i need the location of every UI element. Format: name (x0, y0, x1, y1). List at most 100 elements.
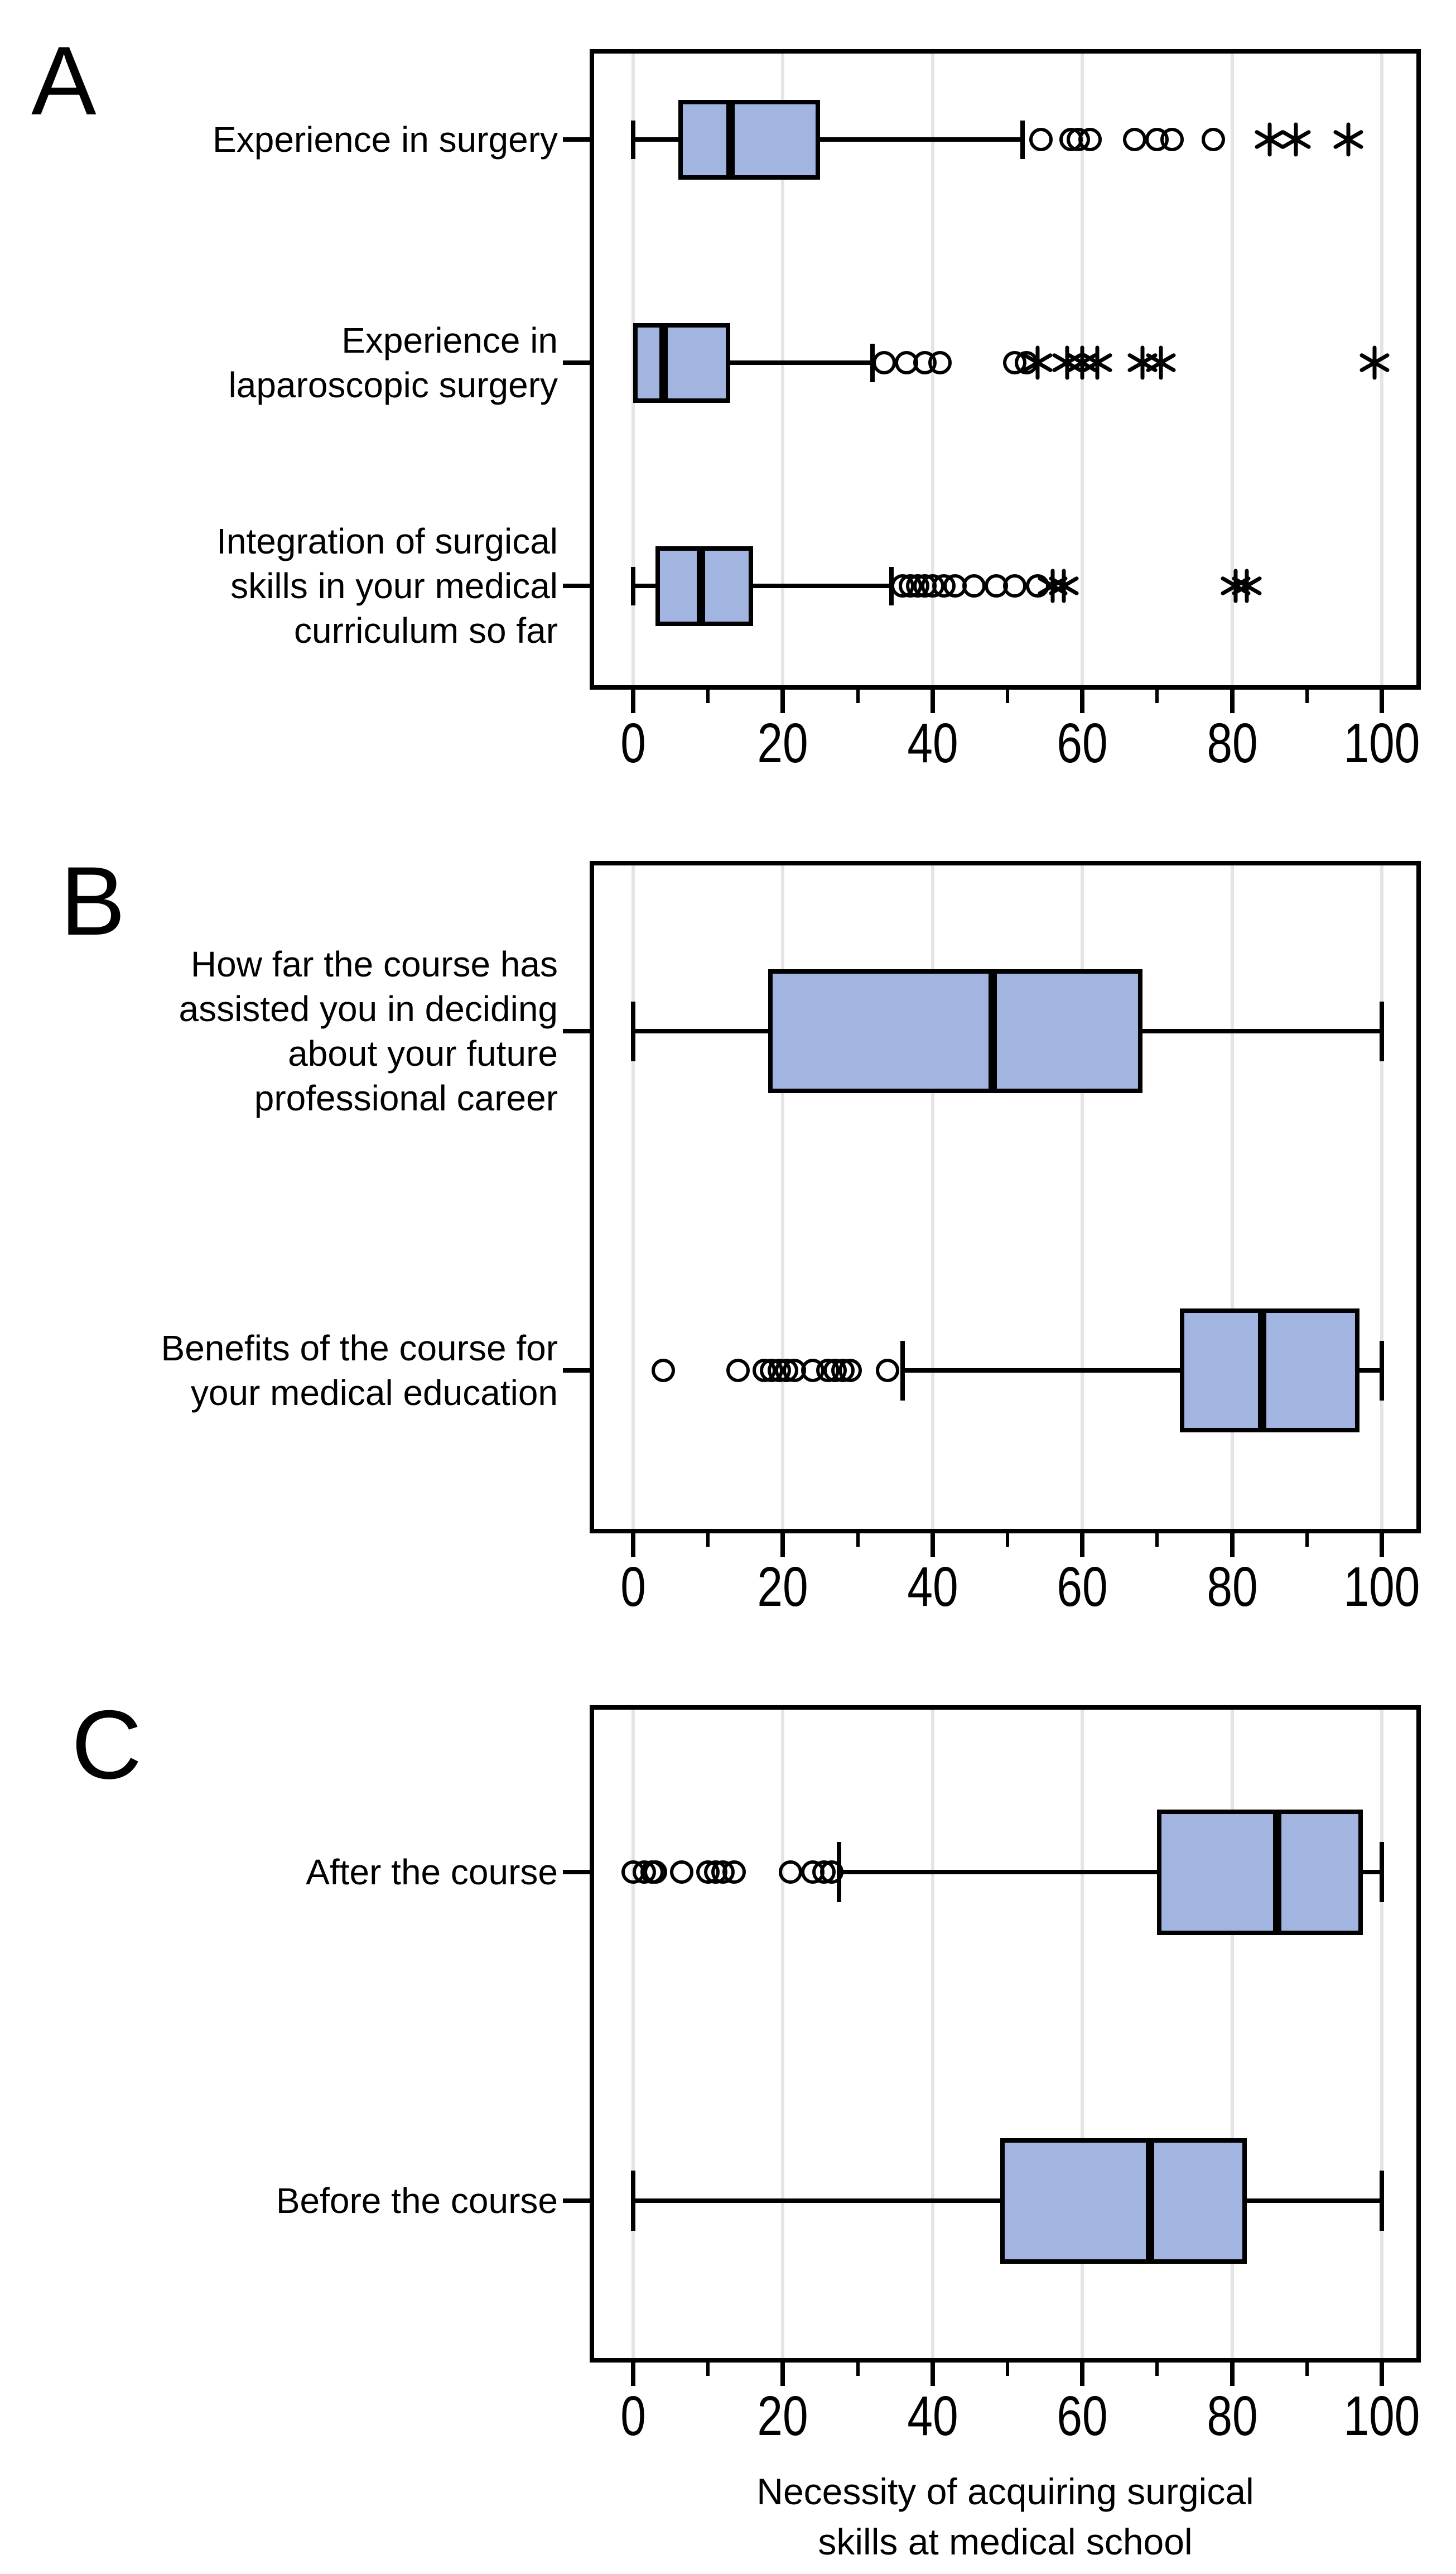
whisker-cap (631, 2171, 635, 2231)
whisker-cap (1380, 1842, 1384, 1902)
category-label-line: Benefits of the course for (161, 1328, 558, 1368)
category-label-line: curriculum so far (294, 610, 558, 651)
x-tick-label: 40 (907, 1556, 958, 1618)
outlier-circle-icon (1160, 128, 1184, 151)
extreme-outlier-asterisk-icon (1035, 569, 1070, 603)
x-axis-minor-tick (856, 1533, 860, 1547)
x-axis-major-tick (1380, 2363, 1384, 2386)
iqr-box (1157, 1809, 1363, 1935)
iqr-box (633, 323, 731, 403)
category-label: Benefits of the course for your medical e… (0, 1326, 558, 1415)
gridline (1230, 1710, 1234, 2358)
x-axis-major-tick (930, 690, 935, 713)
iqr-box (678, 99, 821, 180)
iqr-box (1179, 1308, 1359, 1432)
x-tick-label: 60 (1057, 712, 1108, 774)
panel-letter: C (71, 1691, 142, 1800)
whisker-line (633, 137, 1023, 142)
x-axis-minor-tick (706, 1533, 710, 1547)
x-axis-minor-tick (1006, 1533, 1009, 1547)
whisker-cap (631, 1001, 635, 1061)
x-tick-label: 80 (1206, 2385, 1258, 2447)
extreme-outlier-asterisk-icon (1357, 345, 1392, 380)
whisker-cap (1020, 120, 1025, 159)
x-axis-title-line: skills at medical school (818, 2521, 1193, 2562)
outlier-circle-icon (872, 351, 896, 374)
y-axis-tick (563, 1029, 590, 1033)
whisker-line (839, 1870, 1382, 1874)
extreme-outlier-asterisk-icon (1252, 122, 1287, 157)
median-line (659, 323, 668, 403)
x-axis-major-tick (1080, 1533, 1085, 1557)
outlier-circle-icon (651, 1359, 675, 1382)
median-line (1273, 1809, 1282, 1935)
outlier-circle-icon (1123, 128, 1147, 151)
outlier-circle-icon (838, 1359, 862, 1382)
x-axis-major-tick (631, 2363, 635, 2386)
outlier-circle-icon (722, 1860, 746, 1884)
x-axis-major-tick (1380, 1533, 1384, 1557)
x-axis-minor-tick (1305, 1533, 1309, 1547)
extreme-outlier-asterisk-icon (1080, 345, 1115, 380)
x-tick-label: 20 (757, 1556, 808, 1618)
extreme-outlier-asterisk-icon (1331, 122, 1366, 157)
outlier-circle-icon (962, 574, 986, 598)
category-label-line: professional career (254, 1078, 558, 1118)
extreme-outlier-asterisk-icon (1279, 122, 1313, 157)
outlier-circle-icon (1029, 128, 1053, 151)
plot-area (590, 1705, 1421, 2363)
x-axis-minor-tick (1155, 1533, 1159, 1547)
x-tick-label: 20 (757, 2385, 808, 2447)
x-tick-label: 80 (1206, 712, 1258, 774)
outlier-circle-icon (670, 1860, 694, 1884)
category-label-line: your medical education (190, 1373, 558, 1413)
x-axis-major-tick (1080, 690, 1085, 713)
median-line (989, 969, 997, 1093)
whisker-line (633, 584, 891, 588)
x-axis-major-tick (780, 1533, 785, 1557)
outlier-circle-icon (1003, 574, 1027, 598)
iqr-box (1000, 2138, 1247, 2264)
x-axis-minor-tick (706, 2363, 710, 2376)
x-tick-label: 20 (757, 712, 808, 774)
x-tick-label: 100 (1343, 1556, 1420, 1618)
category-label: Before the course (0, 2178, 558, 2223)
x-axis-minor-tick (1006, 2363, 1009, 2376)
y-axis-tick (563, 584, 590, 588)
y-axis-tick (563, 1368, 590, 1373)
x-tick-label: 40 (907, 712, 958, 774)
gridline (631, 1710, 635, 2358)
x-tick-label: 60 (1057, 2385, 1108, 2447)
x-axis-major-tick (780, 2363, 785, 2386)
y-axis-tick (563, 137, 590, 142)
gridline (781, 54, 785, 685)
x-axis-minor-tick (706, 690, 710, 703)
outlier-circle-icon (928, 351, 952, 374)
category-label-line: After the course (306, 1852, 558, 1892)
median-line (696, 546, 705, 626)
x-axis-minor-tick (856, 690, 860, 703)
x-axis-major-tick (1230, 2363, 1235, 2386)
x-axis-major-tick (1380, 690, 1384, 713)
whisker-line (633, 360, 873, 365)
x-axis-major-tick (1230, 1533, 1235, 1557)
gridline (1230, 865, 1234, 1529)
outlier-circle-icon (1078, 128, 1102, 151)
whisker-cap (631, 566, 635, 605)
x-axis-major-tick (930, 1533, 935, 1557)
x-tick-label: 0 (620, 1556, 646, 1618)
whisker-cap (1380, 2171, 1384, 2231)
outlier-circle-icon (644, 1860, 668, 1884)
x-axis-minor-tick (1305, 2363, 1309, 2376)
outlier-circle-icon (819, 1860, 843, 1884)
extreme-outlier-asterisk-icon (1047, 569, 1081, 603)
gridline (1380, 54, 1383, 685)
x-axis-major-tick (780, 690, 785, 713)
x-axis-minor-tick (856, 2363, 860, 2376)
x-axis-major-tick (1230, 690, 1235, 713)
plot-area (590, 861, 1421, 1533)
gridline (631, 865, 635, 1529)
outlier-circle-icon (778, 1860, 802, 1884)
x-axis-minor-tick (1305, 690, 1309, 703)
